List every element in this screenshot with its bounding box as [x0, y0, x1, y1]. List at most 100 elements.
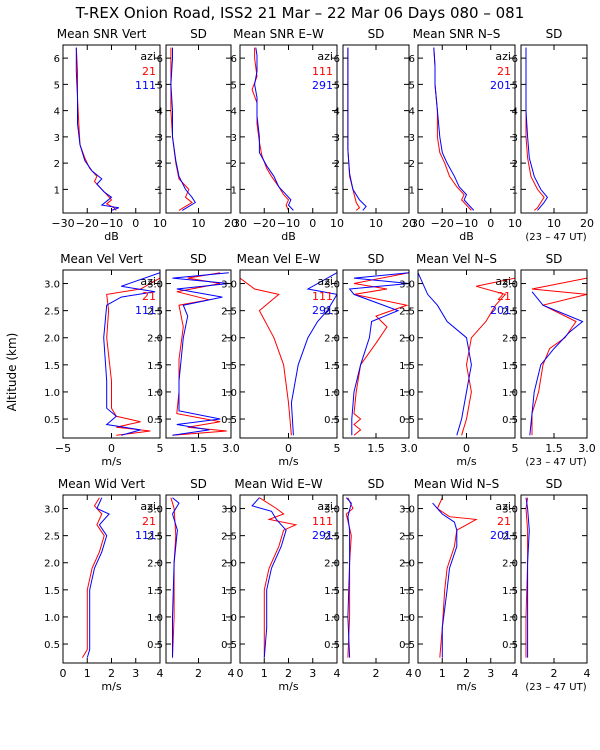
x-axis-label: m/s — [278, 455, 298, 468]
x-axis-label: dB — [104, 230, 119, 243]
y-tick-label: 3.0 — [502, 280, 518, 291]
panel-title: Mean Vel Vert — [60, 252, 143, 266]
series-line-red-21 — [436, 497, 478, 658]
x-tick-label: 1 — [439, 667, 446, 680]
x-tick-label: 10 — [369, 217, 383, 230]
y-tick-label: 5 — [157, 80, 163, 91]
y-tick-label: 2.0 — [221, 334, 237, 345]
chart-row-wid: 0.5 1.0 1.5 2.0 2.5 3.0 0 1 2 3 4 Mean Wid Vert m/s a… — [44, 477, 590, 693]
x-tick-label: 3.0 — [400, 442, 418, 455]
x-tick-label: 1 — [84, 667, 91, 680]
panel-vel-6: 0.5 1.0 1.5 2.0 2.5 3.0 1.5 3.0 SD — [502, 252, 596, 455]
y-tick-label: 1.0 — [147, 388, 163, 399]
legend-entry-blue: 201 — [490, 79, 511, 92]
x-axis-label: m/s — [101, 455, 121, 468]
x-tick-label: −20 — [76, 217, 99, 230]
y-tick-label: 1.5 — [502, 361, 518, 372]
y-tick-label: 1.0 — [147, 613, 163, 624]
y-tick-label: 6 — [409, 54, 415, 65]
panel-title: Mean SNR E–W — [233, 27, 324, 41]
panel-title: Mean Wid E–W — [234, 477, 322, 491]
x-axis-label: dB — [459, 230, 474, 243]
y-tick-label: 0.5 — [324, 415, 340, 426]
y-tick-label: 0.5 — [44, 640, 60, 651]
x-axis-label: dB — [281, 230, 296, 243]
y-tick-label: 1.5 — [221, 586, 237, 597]
panel-wid-2: 0.5 1.0 1.5 2.0 2.5 3.0 2 4 SD — [147, 477, 234, 680]
series-line-blue-291 — [347, 47, 367, 211]
panel-vel-2: 0.5 1.0 1.5 2.0 2.5 3.0 1.5 3.0 SD — [147, 252, 240, 455]
y-tick-label: 1.5 — [44, 361, 60, 372]
y-tick-label: 2.0 — [399, 334, 415, 345]
legend-entry-blue: 111 — [135, 79, 156, 92]
y-tick-label: 6 — [334, 54, 340, 65]
legend-header: azi — [495, 50, 511, 63]
series-line-blue-111 — [171, 497, 180, 658]
x-tick-label: 0 — [463, 442, 470, 455]
panel-title: Mean Vel N–S — [416, 252, 497, 266]
y-tick-label: 1.0 — [399, 388, 415, 399]
x-tick-label: 2 — [108, 667, 115, 680]
y-tick-label: 2 — [54, 159, 60, 170]
y-tick-label: 6 — [157, 54, 163, 65]
y-tick-label: 4 — [512, 107, 518, 118]
series-line-blue-111 — [170, 47, 196, 211]
y-tick-label: 2 — [231, 159, 237, 170]
series-line-blue-111 — [75, 47, 119, 211]
x-tick-label: −20 — [431, 217, 454, 230]
legend-header: azi — [317, 50, 333, 63]
y-tick-label: 2.0 — [399, 559, 415, 570]
y-tick-label: 4 — [54, 107, 60, 118]
x-tick-label: 3 — [132, 667, 139, 680]
plot-frame — [165, 269, 232, 439]
panel-title: SD — [190, 252, 207, 266]
y-tick-label: 3 — [231, 133, 237, 144]
y-tick-label: 1 — [231, 185, 237, 196]
panel-snr-2: 1 2 3 4 5 6 10 20 SD — [157, 27, 238, 230]
y-tick-label: 3 — [157, 133, 163, 144]
legend-header: azi — [140, 275, 156, 288]
plot-frame — [165, 494, 232, 664]
y-tick-label: 1.5 — [147, 586, 163, 597]
y-tick-label: 1.5 — [399, 586, 415, 597]
series-line-red-111 — [353, 272, 409, 436]
series-line-red-21 — [170, 47, 193, 211]
x-tick-label: 2 — [373, 667, 380, 680]
y-tick-label: 3.0 — [399, 505, 415, 516]
plot-frame — [520, 44, 588, 214]
legend-entry-blue: 201 — [490, 304, 511, 317]
series-line-red-111 — [259, 497, 298, 658]
y-tick-label: 1.5 — [502, 586, 518, 597]
x-tick-label: 1.5 — [367, 442, 385, 455]
y-tick-label: 1.0 — [221, 613, 237, 624]
series-line-red-21 — [81, 497, 105, 658]
y-tick-label: 2.0 — [324, 559, 340, 570]
x-tick-label: 0 — [285, 442, 292, 455]
y-tick-label: 2.0 — [502, 334, 518, 345]
y-tick-label: 3.0 — [324, 280, 340, 291]
y-tick-label: 3 — [54, 133, 60, 144]
series-line-blue-201 — [525, 497, 530, 658]
plot-frame — [520, 494, 588, 664]
y-tick-label: 1.5 — [147, 361, 163, 372]
legend-header: azi — [317, 500, 333, 513]
y-tick-label: 5 — [54, 80, 60, 91]
y-tick-label: 4 — [334, 107, 340, 118]
series-line-red-21 — [461, 277, 515, 436]
panel-title: SD — [368, 27, 385, 41]
x-tick-label: 10 — [192, 217, 206, 230]
x-axis-label: m/s — [456, 680, 476, 693]
y-tick-label: 1 — [157, 185, 163, 196]
y-tick-label: 3.0 — [324, 505, 340, 516]
x-tick-label: 2 — [195, 667, 202, 680]
y-tick-label: 1 — [334, 185, 340, 196]
x-tick-label: 0 — [415, 667, 422, 680]
y-tick-label: 2.0 — [44, 334, 60, 345]
legend-entry-blue: 201 — [490, 529, 511, 542]
y-tick-label: 1.5 — [399, 361, 415, 372]
panel-snr-4: 1 2 3 4 5 6 10 20 SD — [334, 27, 416, 230]
panel-wid-5: 0.5 1.0 1.5 2.0 2.5 3.0 0 1 2 3 4 Mean Wid N–S m/s az… — [399, 477, 518, 693]
x-tick-label: −20 — [253, 217, 276, 230]
x-tick-label: −30 — [51, 217, 74, 230]
